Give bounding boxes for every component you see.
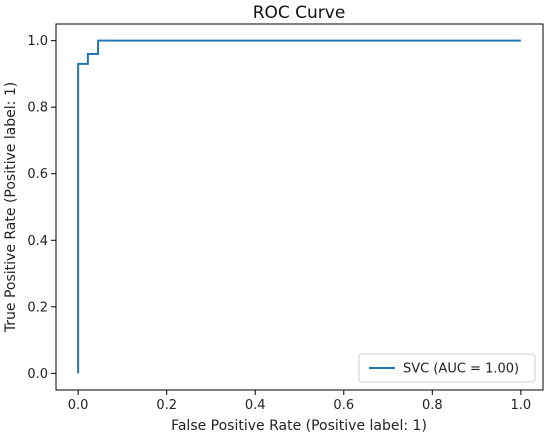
y-axis: 0.0 0.2 0.4 0.6 0.8 1.0 (27, 34, 56, 382)
y-tick-label: 0.2 (27, 300, 48, 315)
x-tick-label: 0.8 (422, 398, 443, 413)
series-layer (77, 39, 521, 374)
y-tick-label: 0.6 (27, 167, 48, 182)
series-line (77, 39, 521, 374)
x-axis-label: False Positive Rate (Positive label: 1) (171, 418, 427, 434)
x-axis: 0.0 0.2 0.4 0.6 0.8 1.0 (68, 390, 531, 413)
x-tick-label: 0.0 (68, 398, 89, 413)
x-tick-label: 1.0 (511, 398, 532, 413)
y-axis-label: True Positive Rate (Positive label: 1) (3, 82, 19, 333)
plot-area (55, 23, 544, 391)
legend-box (358, 353, 536, 383)
y-tick-label: 0.8 (27, 101, 48, 116)
x-tick-label: 0.4 (245, 398, 266, 413)
x-tick-label: 0.6 (333, 398, 354, 413)
x-tick-label: 0.2 (156, 398, 177, 413)
y-tick-label: 1.0 (27, 34, 48, 49)
legend-label: SVC (AUC = 1.00) (403, 362, 519, 377)
legend: SVC (AUC = 1.00) (358, 353, 536, 383)
y-tick-label: 0.0 (27, 367, 48, 382)
y-tick-label: 0.4 (27, 234, 48, 249)
chart-title: ROC Curve (253, 3, 346, 23)
